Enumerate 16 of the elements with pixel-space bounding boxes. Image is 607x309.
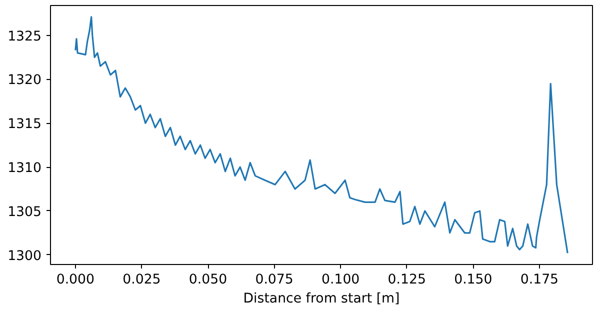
x-tick-label: 0.175 <box>520 272 559 288</box>
x-tick-label: 0.075 <box>255 272 294 288</box>
y-tick-label: 1320 <box>8 73 42 88</box>
x-tick-label: 0.025 <box>122 272 161 288</box>
y-tick-label: 1300 <box>8 248 42 264</box>
y-tick-label: 1305 <box>8 204 42 220</box>
y-tick-label: 1310 <box>8 161 42 176</box>
x-tick-label: 0.000 <box>56 272 95 288</box>
x-tick-label: 0.150 <box>454 272 492 288</box>
x-tick-label: 0.125 <box>388 272 426 288</box>
x-axis-title: Distance from start [m] <box>243 292 400 306</box>
y-tick-label: 1315 <box>8 117 42 132</box>
line-series <box>74 16 568 254</box>
x-tick-label: 0.050 <box>188 272 228 288</box>
x-tick-label: 0.100 <box>322 272 360 288</box>
y-tick-label: 1325 <box>8 29 42 44</box>
